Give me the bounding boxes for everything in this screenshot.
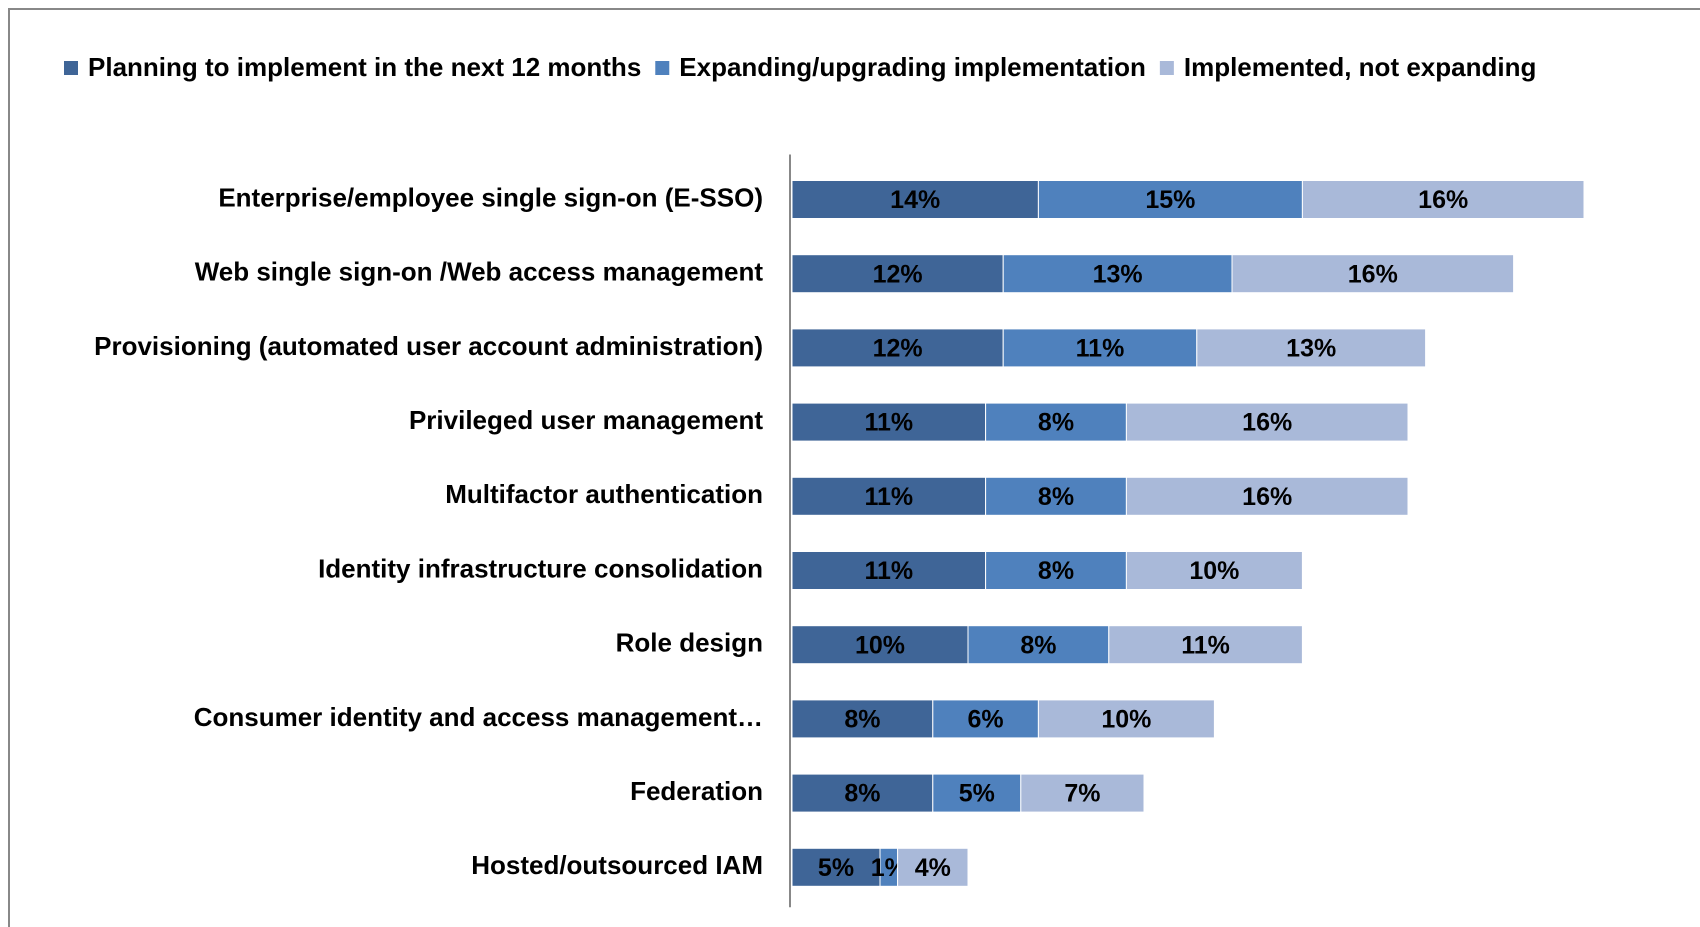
bar-segment: [967, 625, 1110, 665]
category-label: Consumer identity and access management…: [194, 702, 763, 732]
legend-swatch: [64, 61, 78, 75]
bar-segment: [791, 625, 969, 665]
legend-swatch: [1159, 61, 1174, 75]
category-label: Federation: [630, 776, 763, 806]
category-label: Web single sign-on /Web access managemen…: [195, 257, 764, 287]
bar-segment: [1037, 180, 1303, 219]
bar-segment: [791, 402, 987, 442]
value-label: 16%: [1242, 483, 1292, 511]
value-label: 7%: [1064, 780, 1100, 808]
value-label: 16%: [1348, 260, 1398, 288]
value-label: 11%: [1076, 335, 1125, 363]
bar-segment: [897, 847, 969, 887]
value-label: 5%: [818, 854, 854, 882]
legend-label: Planning to implement in the next 12 mon…: [88, 52, 641, 82]
legend-label: Implemented, not expanding: [1184, 52, 1536, 82]
bar-segment: [1002, 328, 1198, 368]
value-label: 16%: [1242, 409, 1292, 437]
bar-segment: [985, 476, 1127, 516]
value-label: 15%: [1145, 186, 1195, 214]
bar-segment: [791, 254, 1004, 294]
bar-segment: [1002, 254, 1233, 294]
bar-segment: [1020, 773, 1145, 813]
bar-segment: [791, 180, 1039, 219]
value-label: 16%: [1418, 186, 1468, 214]
bar-segment: [791, 328, 1004, 368]
value-label: 10%: [1101, 706, 1151, 734]
legend-swatch: [655, 61, 670, 75]
value-label: 13%: [1093, 260, 1143, 288]
bar-segment: [1108, 625, 1303, 665]
chart-frame: [8, 8, 1700, 927]
bar-segment: [791, 847, 881, 887]
bar-segment: [1037, 699, 1215, 739]
value-label: 11%: [864, 483, 913, 511]
value-label: 11%: [1181, 631, 1230, 659]
bar-segment: [1196, 328, 1427, 368]
bar-segment: [1125, 476, 1409, 516]
bar-segment: [791, 551, 987, 590]
value-label: 8%: [1020, 631, 1056, 659]
category-label: Hosted/outsourced IAM: [471, 850, 763, 880]
value-label: 8%: [844, 780, 880, 808]
bar-segment: [932, 773, 1022, 813]
value-label: 10%: [1189, 557, 1239, 585]
category-label: Privileged user management: [409, 405, 763, 435]
bar-segment: [791, 699, 934, 739]
value-label: 14%: [890, 186, 940, 214]
value-label: 4%: [915, 854, 951, 882]
value-label: 6%: [968, 706, 1004, 734]
value-label: 8%: [1038, 557, 1074, 585]
value-label: 11%: [864, 557, 913, 585]
value-label: 10%: [855, 631, 905, 659]
category-label: Identity infrastructure consolidation: [318, 553, 763, 583]
category-label: Provisioning (automated user account adm…: [94, 331, 763, 361]
value-label: 8%: [844, 706, 880, 734]
category-label: Enterprise/employee single sign-on (E-SS…: [218, 182, 763, 212]
bar-segment: [1125, 402, 1409, 442]
value-label: 8%: [1038, 409, 1074, 437]
value-label: 12%: [873, 260, 923, 288]
bar-segment: [932, 699, 1039, 739]
value-label: 5%: [959, 780, 995, 808]
bar-segment: [1301, 180, 1585, 219]
value-label: 12%: [873, 335, 923, 363]
bar-segment: [1231, 254, 1515, 294]
value-label: 11%: [864, 409, 913, 437]
bar-segment: [791, 773, 934, 813]
value-label: 13%: [1286, 335, 1336, 363]
bar-segment: [985, 551, 1127, 590]
legend-label: Expanding/upgrading implementation: [679, 52, 1146, 82]
bar-segment: [1125, 551, 1303, 590]
category-label: Multifactor authentication: [445, 479, 763, 509]
category-label: Role design: [616, 628, 763, 658]
value-label: 8%: [1038, 483, 1074, 511]
